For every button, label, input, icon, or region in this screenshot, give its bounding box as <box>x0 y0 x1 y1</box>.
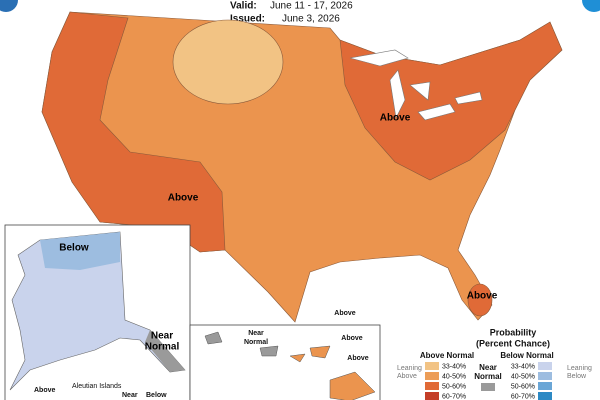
issued-label: Issued: <box>230 14 265 25</box>
legend-swatch <box>538 372 552 380</box>
region-label: Above <box>347 355 369 362</box>
logo <box>0 0 18 12</box>
island <box>289 345 376 400</box>
legend-level: 60-70% <box>511 393 535 400</box>
region-above-florida <box>467 283 493 317</box>
legend-near: Normal <box>474 372 502 381</box>
legend-swatch <box>538 362 552 370</box>
legend-title: (Percent Chance) <box>476 338 550 348</box>
legend-swatch <box>425 382 439 390</box>
legend-swatch <box>538 382 552 390</box>
aleutian-label: Aleutian Islands <box>72 383 122 390</box>
legend-level: 33-40% <box>442 363 466 370</box>
region-label: Below <box>59 243 89 254</box>
alaska-panhandle <box>145 330 185 372</box>
region-label: Above <box>467 291 498 302</box>
legend-leaning: Leaning <box>397 365 422 372</box>
valid-label: Valid: <box>230 1 257 12</box>
region-label: Above <box>34 387 56 394</box>
region-label: Below <box>146 392 167 399</box>
region-label: Near <box>151 331 173 342</box>
legend-level: 50-60% <box>511 383 535 390</box>
legend-leaning: Below <box>567 373 587 380</box>
legend-swatch <box>425 392 439 400</box>
region-label: Above <box>341 335 363 342</box>
great-lakes <box>349 49 483 121</box>
legend-near: Near <box>479 363 497 372</box>
region-label: Near <box>122 392 138 399</box>
legend-level: 40-50% <box>511 373 535 380</box>
region-label: Above <box>334 310 356 317</box>
issued-value: June 3, 2026 <box>282 14 340 25</box>
legend-leaning: Leaning <box>567 365 592 372</box>
alaska-below-region <box>40 232 120 270</box>
island <box>204 331 279 357</box>
legend-header: Below Normal <box>500 351 553 360</box>
region-label: Above <box>380 113 411 124</box>
region-label: Normal <box>244 339 268 346</box>
hawaii-inset <box>189 324 381 400</box>
region-above-west <box>41 11 226 253</box>
legend-level: 40-50% <box>442 373 466 380</box>
legend-swatch <box>538 392 552 400</box>
legend-swatch <box>425 372 439 380</box>
contiguous-us <box>41 11 563 323</box>
region-above-tan <box>172 19 284 105</box>
alaska-inset <box>4 224 191 400</box>
region-label: Above <box>168 193 199 204</box>
region-label: Normal <box>145 342 180 353</box>
legend-header: Above Normal <box>420 351 474 360</box>
legend-level: 33-40% <box>511 363 535 370</box>
region-label: Near <box>248 330 264 337</box>
legend-leaning: Above <box>397 373 417 380</box>
logo <box>582 0 600 12</box>
legend-swatch <box>425 362 439 370</box>
alaska-shape <box>9 231 186 391</box>
legend-title: Probability <box>490 327 537 337</box>
legend-level: 50-60% <box>442 383 466 390</box>
legend-level: 60-70% <box>442 393 466 400</box>
legend-swatch <box>481 383 495 391</box>
legend: Probability (Percent Chance) Above Norma… <box>397 327 592 400</box>
valid-value: June 11 - 17, 2026 <box>270 1 353 12</box>
